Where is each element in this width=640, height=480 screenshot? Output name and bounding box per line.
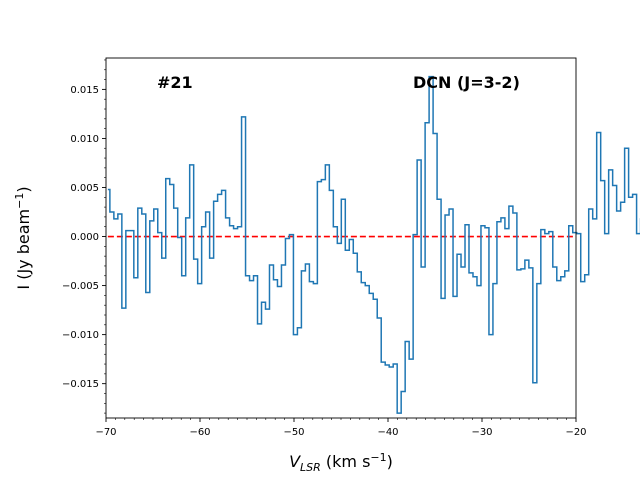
y-tick-label: −0.005 (62, 281, 99, 292)
x-label-unit: (km s (321, 452, 371, 471)
x-label-sup: −1 (370, 451, 386, 464)
x-label-sub: LSR (300, 461, 321, 474)
spectrum-line (107, 75, 640, 414)
y-label-close: ) (14, 186, 33, 192)
x-tick-label: −60 (189, 427, 210, 438)
y-tick-label: 0.015 (70, 85, 99, 96)
y-label-sup: −1 (13, 193, 26, 209)
x-tick-label: −40 (377, 427, 398, 438)
y-tick-label: −0.015 (62, 379, 99, 390)
x-label-main: V (289, 452, 301, 471)
source-number-annotation: #21 (157, 73, 193, 92)
tick-labels-group: −70 −60 −50 −40 −30 −20 −0.015 −0.010 −0.005 0.00… (62, 85, 587, 438)
y-axis-label: I (Jy beam−1) (13, 186, 33, 289)
y-tick-label: 0.005 (70, 183, 99, 194)
plot-frame (105, 57, 577, 419)
line-name-annotation: DCN (J=3-2) (413, 73, 520, 92)
x-tick-label: −20 (565, 427, 586, 438)
y-label-main: I (Jy beam (14, 209, 33, 290)
x-tick-label: −30 (471, 427, 492, 438)
x-tick-label: −50 (283, 427, 304, 438)
x-axis-label: VLSR (km s−1) (289, 451, 393, 474)
x-tick-label: −70 (95, 427, 116, 438)
y-tick-label: 0.000 (70, 232, 99, 243)
y-tick-label: −0.010 (62, 330, 99, 341)
x-label-close: ) (387, 452, 393, 471)
y-tick-label: 0.010 (70, 134, 99, 145)
